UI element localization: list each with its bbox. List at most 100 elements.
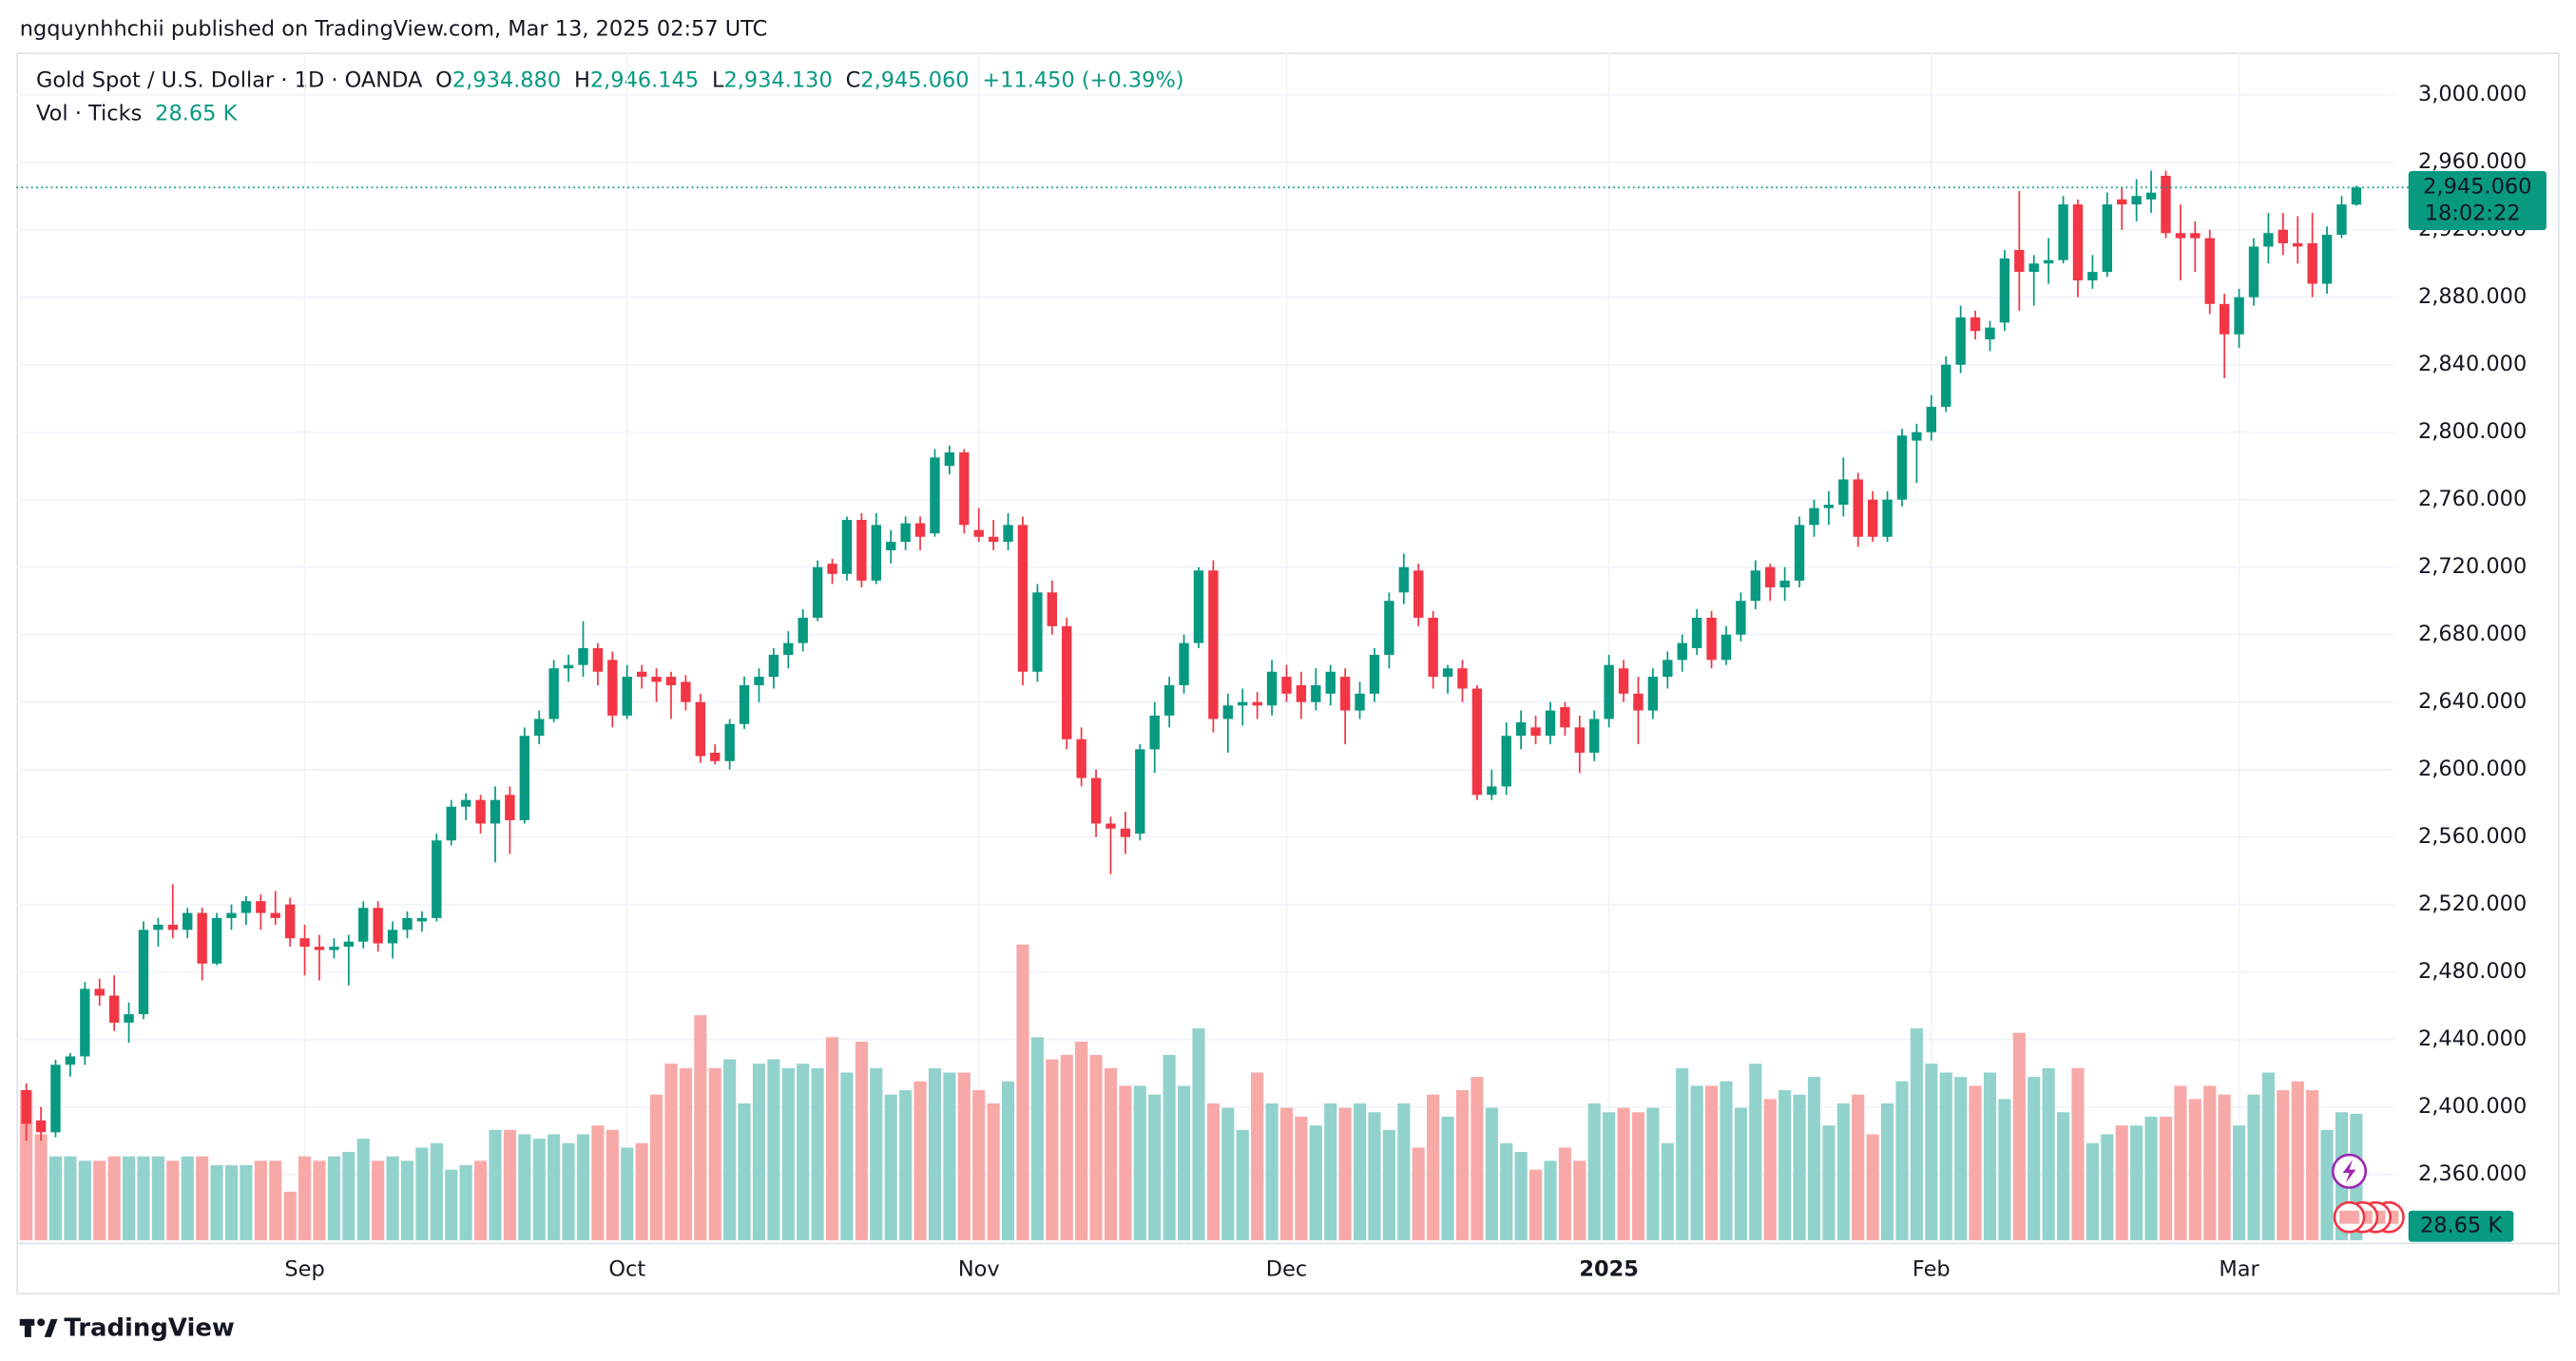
volume-bar: [1690, 1085, 1703, 1240]
candle-body: [475, 799, 486, 824]
candle-body: [432, 840, 442, 918]
candle-body: [856, 520, 867, 581]
candle-body: [1560, 707, 1570, 728]
volume-bar: [459, 1164, 472, 1240]
candle-body: [1163, 684, 1175, 716]
volume-bar: [1807, 1077, 1821, 1240]
volume-bar: [342, 1152, 356, 1240]
candle-body: [1413, 570, 1424, 618]
volume-bar: [1279, 1107, 1294, 1240]
volume-bar: [1895, 1081, 1909, 1240]
candle-body: [754, 677, 764, 685]
volume-bar: [1646, 1107, 1660, 1240]
candle-body: [1355, 693, 1365, 711]
candle-body: [387, 930, 398, 944]
close-key: C: [846, 67, 861, 92]
candle-body: [914, 523, 926, 537]
volume-bar: [1265, 1102, 1278, 1240]
x-tick-label: Dec: [1266, 1257, 1307, 1282]
volume-bar: [1617, 1107, 1630, 1240]
candle-body: [1867, 499, 1878, 537]
y-tick-label: 3,000.000: [2418, 82, 2527, 106]
volume-bar: [664, 1064, 678, 1240]
candle-body: [1765, 566, 1776, 588]
candle-body: [2043, 259, 2054, 264]
candle-body: [710, 752, 721, 761]
volume-bar: [1441, 1116, 1454, 1240]
candle-body: [988, 536, 999, 543]
countdown: 18:02:22: [2425, 201, 2521, 225]
last-price-box: [2408, 170, 2547, 231]
volume-bar: [1309, 1125, 1322, 1240]
candle-body: [1208, 570, 1219, 719]
candle-body: [1222, 705, 1233, 719]
candle-body: [94, 988, 105, 996]
candle-body: [1120, 828, 1131, 837]
y-tick-label: 2,640.000: [2418, 689, 2527, 714]
candle-body: [886, 542, 896, 550]
candle-body: [65, 1056, 76, 1065]
candle-body: [2307, 242, 2317, 284]
volume-bar: [1514, 1152, 1528, 1240]
y-tick-label: 2,680.000: [2418, 622, 2527, 646]
volume-bar: [1030, 1037, 1044, 1240]
volume-bar: [972, 1090, 986, 1240]
volume-bar: [210, 1164, 223, 1240]
volume-bar: [78, 1160, 91, 1240]
candle-body: [1736, 601, 1746, 635]
candle-body: [1691, 617, 1702, 648]
candle-body: [2190, 233, 2201, 239]
volume-bar: [1544, 1160, 1557, 1240]
candle-body: [2263, 233, 2274, 247]
candle-body: [871, 525, 881, 581]
candle-body: [490, 799, 501, 824]
candle-body: [622, 677, 632, 716]
y-tick-label: 2,520.000: [2418, 891, 2527, 916]
volume-bar: [489, 1129, 502, 1240]
volume-bar: [591, 1125, 605, 1240]
volume-bar: [1016, 944, 1029, 1240]
volume-bar: [518, 1134, 531, 1240]
candle-body: [1633, 693, 1644, 711]
candle-body: [1325, 671, 1336, 694]
candle-body: [153, 925, 163, 930]
volume-bar: [64, 1156, 77, 1240]
candle-body: [2293, 242, 2303, 247]
volume-bar: [1939, 1072, 1952, 1240]
volume-bar: [1075, 1041, 1088, 1240]
volume-bar: [840, 1072, 854, 1240]
y-tick-label: 2,360.000: [2418, 1161, 2527, 1186]
candle-body: [2102, 204, 2112, 273]
candle-body: [270, 912, 280, 918]
candle-body: [446, 806, 456, 841]
volume-bar: [254, 1160, 267, 1240]
volume-bar: [2291, 1081, 2304, 1240]
volume-bar: [1324, 1102, 1337, 1240]
candle-body: [768, 655, 779, 678]
volume-bar: [123, 1156, 136, 1240]
volume-bar: [1177, 1085, 1191, 1240]
candle-body: [592, 647, 604, 672]
candle-body: [50, 1064, 61, 1133]
candle-body: [1589, 719, 1600, 753]
volume-bar: [2203, 1085, 2217, 1240]
volume-bar: [957, 1072, 971, 1240]
volume-bar: [576, 1134, 590, 1240]
last-price-label: 2,945.060: [2423, 175, 2531, 200]
volume-bar: [1500, 1142, 1513, 1240]
flag-stripes: [2339, 1210, 2359, 1224]
candle-body: [973, 529, 984, 537]
candle-body: [211, 917, 222, 964]
y-tick-label: 2,960.000: [2418, 149, 2527, 174]
volume-bar: [635, 1142, 648, 1240]
volume-bar: [708, 1067, 721, 1240]
volume-bar: [224, 1164, 239, 1240]
candle-body: [1252, 701, 1262, 706]
volume-bar: [1119, 1085, 1132, 1240]
candle-body: [358, 908, 369, 942]
candle-body: [329, 947, 339, 950]
volume-label: 28.65 K: [2420, 1214, 2503, 1238]
candle-body: [1003, 525, 1013, 543]
candle-body: [930, 457, 940, 534]
volume-bar: [1089, 1054, 1103, 1240]
